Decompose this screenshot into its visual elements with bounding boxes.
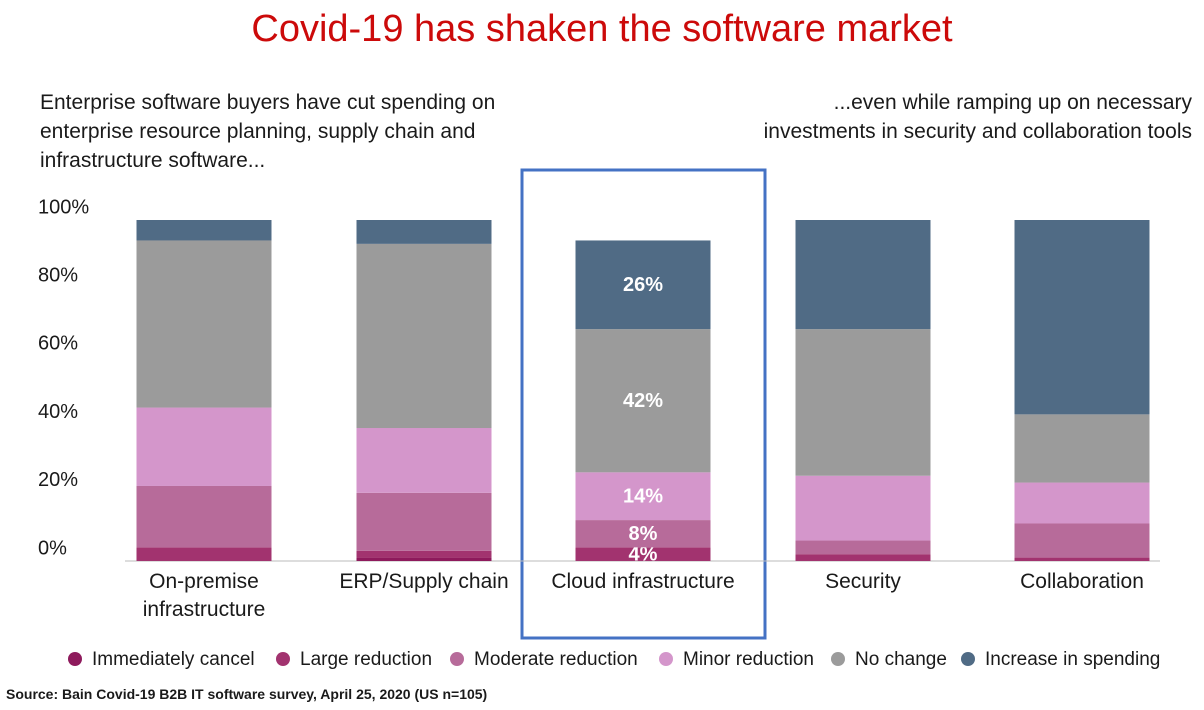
bar-segment: [356, 550, 492, 558]
y-tick-label: 80%: [38, 264, 78, 286]
x-tick-label: Collaboration: [1020, 570, 1144, 593]
y-tick-label: 100%: [38, 196, 89, 218]
bar-segment: [1014, 557, 1150, 561]
bar-segment: [136, 220, 272, 241]
source: Source: Bain Covid-19 B2B IT software su…: [6, 686, 488, 702]
bar-segment: [356, 428, 492, 493]
legend-marker: [659, 652, 673, 666]
bar-segment: [1014, 220, 1150, 415]
data-label: 14%: [623, 485, 663, 507]
legend-label: No change: [855, 649, 947, 670]
data-label: 4%: [629, 543, 658, 565]
bar-segment: [356, 557, 492, 561]
y-tick-label: 60%: [38, 333, 78, 355]
bar-segment: [575, 520, 711, 548]
bar-segment: [136, 407, 272, 486]
bar-segment: [1014, 414, 1150, 483]
legend-label: Moderate reduction: [474, 649, 638, 670]
bar-segment: [1014, 482, 1150, 524]
bar-segment: [356, 220, 492, 244]
bar-segment: [356, 492, 492, 551]
bar-segment: [356, 243, 492, 429]
subtitle-right: ...even while ramping up on necessary in…: [763, 91, 1192, 143]
bar-segment: [575, 240, 711, 330]
bar-segment: [575, 329, 711, 473]
legend-label: Large reduction: [300, 649, 432, 670]
x-tick-label: Security: [825, 570, 901, 593]
bar-segment: [795, 329, 931, 476]
bar-segment: [575, 547, 711, 561]
bar-segment: [136, 547, 272, 561]
bar-segment: [795, 540, 931, 555]
legend-label: Immediately cancel: [92, 649, 255, 670]
x-tick-label: On-premise infrastructure: [142, 570, 266, 621]
x-tick-label: ERP/Supply chain: [339, 570, 509, 593]
y-tick-label: 0%: [38, 537, 67, 559]
data-label: 26%: [623, 274, 663, 296]
y-tick-label: 40%: [38, 401, 78, 423]
subtitle-left: Enterprise software buyers have cut spen…: [40, 91, 496, 172]
legend-marker: [68, 652, 82, 666]
bar-segment: [795, 475, 931, 541]
bar-segment: [575, 472, 711, 521]
legend-marker: [831, 652, 845, 666]
data-label: 42%: [623, 390, 663, 412]
bar-segment: [136, 240, 272, 408]
legend-marker: [961, 652, 975, 666]
y-tick-label: 20%: [38, 469, 78, 491]
x-tick-label: Cloud infrastructure: [551, 570, 735, 593]
bar-segment: [136, 485, 272, 548]
highlight-box: [520, 168, 767, 640]
bar-segment: [795, 554, 931, 561]
legend-label: Minor reduction: [683, 649, 814, 670]
legend-marker: [450, 652, 464, 666]
legend-marker: [276, 652, 290, 666]
legend-label: Increase in spending: [985, 649, 1160, 670]
bar-segment: [1014, 523, 1150, 558]
data-label: 8%: [629, 523, 658, 545]
bar-segment: [795, 220, 931, 330]
chart-title: Covid-19 has shaken the software market: [251, 8, 953, 50]
